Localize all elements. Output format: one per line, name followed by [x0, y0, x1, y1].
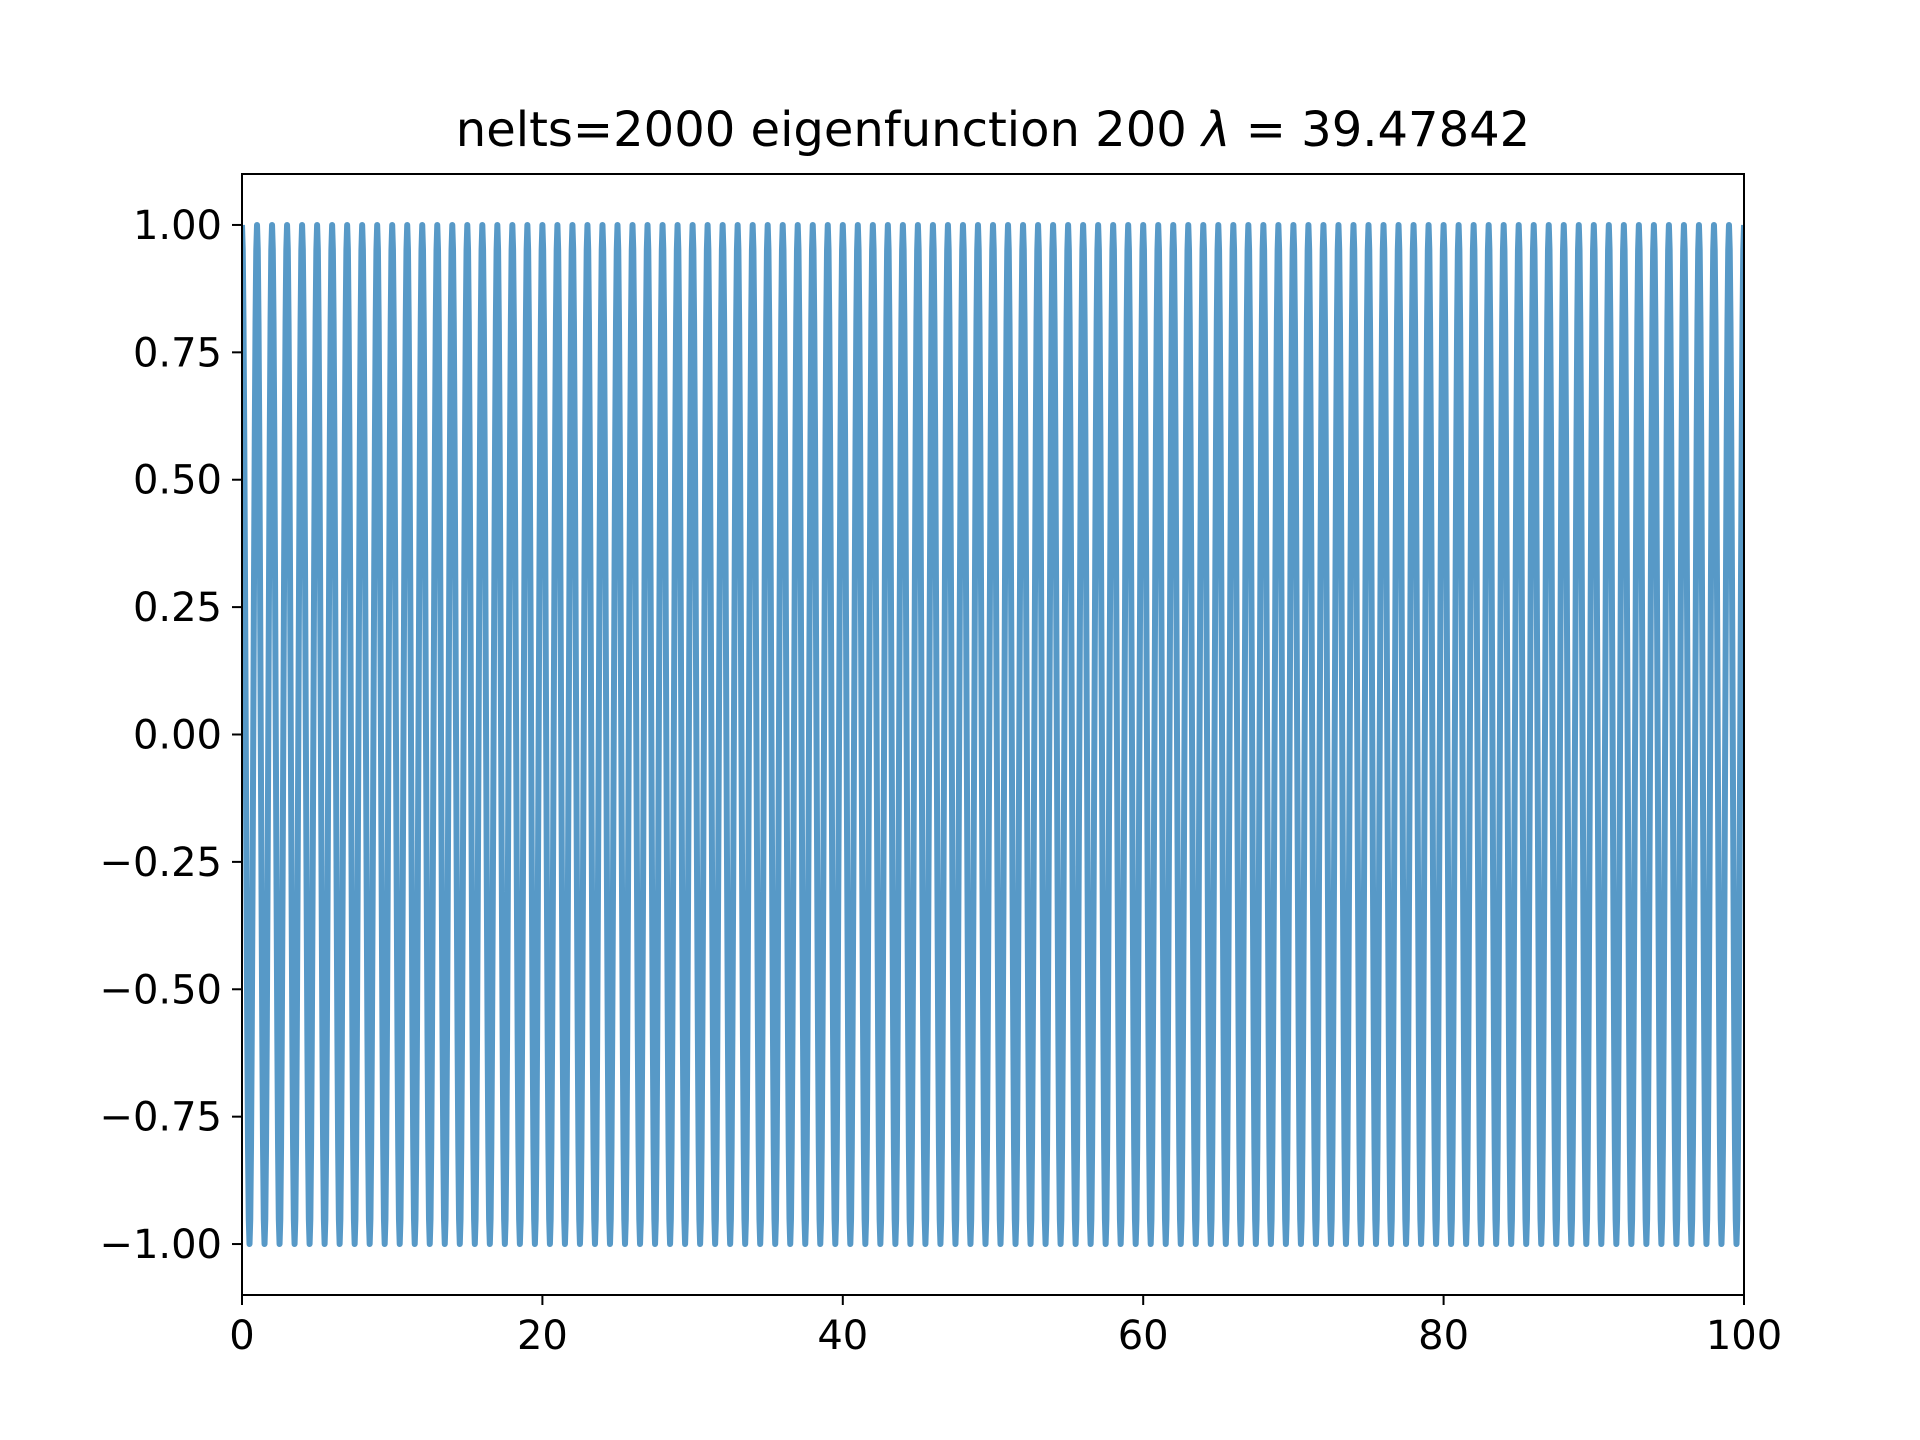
- x-tick-label: 20: [517, 1313, 568, 1359]
- x-axis: 0 20 40 60 80 100: [229, 1295, 1782, 1359]
- y-tick-label: 1.00: [133, 203, 222, 249]
- y-axis: −1.00 −0.75 −0.50 −0.25 0.00 0.25 0.50 0.75 1.00: [99, 203, 242, 1268]
- chart-title: nelts=2000 eigenfunction 200 λ = 39.4784…: [456, 102, 1530, 158]
- y-tick-label: 0.00: [133, 713, 222, 759]
- y-tick-label: 0.75: [133, 330, 222, 376]
- y-tick-label: −0.75: [99, 1095, 222, 1141]
- x-tick-label: 40: [817, 1313, 868, 1359]
- series-line-0: [242, 221, 1744, 1248]
- x-tick-label: 60: [1118, 1313, 1169, 1359]
- y-tick-label: 0.50: [133, 458, 222, 504]
- y-tick-label: −0.50: [99, 967, 222, 1013]
- x-tick-label: 0: [229, 1313, 254, 1359]
- y-tick-label: 0.25: [133, 585, 222, 631]
- x-tick-label: 80: [1418, 1313, 1469, 1359]
- y-tick-label: −0.25: [99, 840, 222, 886]
- x-tick-label: 100: [1706, 1313, 1782, 1359]
- series-layer: [242, 221, 1744, 1248]
- y-tick-label: −1.00: [99, 1222, 222, 1268]
